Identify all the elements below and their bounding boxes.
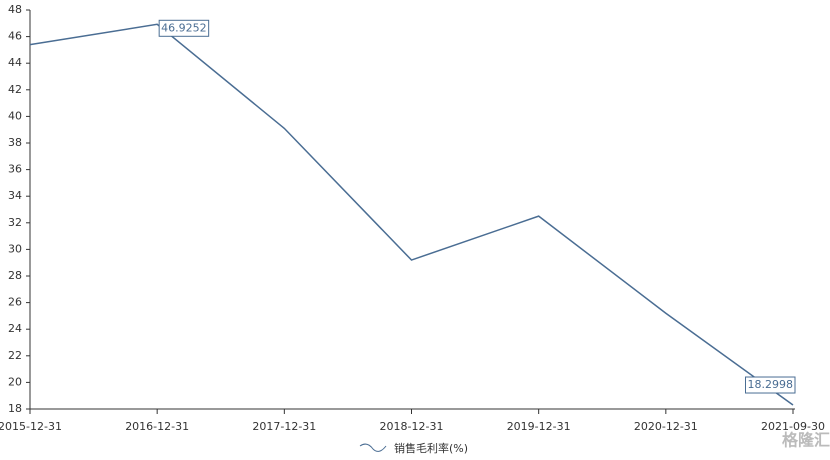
- point-label: 18.2998: [745, 376, 796, 394]
- x-tick-label: 2019-12-31: [507, 420, 571, 433]
- x-tick-label: 2018-12-31: [380, 420, 444, 433]
- x-tick-label: 2017-12-31: [252, 420, 316, 433]
- value-label-box: [745, 376, 796, 394]
- y-tick-label: 24: [8, 322, 22, 335]
- x-tick-label: 2015-12-31: [0, 420, 62, 433]
- x-tick-label: 2016-12-31: [125, 420, 189, 433]
- y-tick-label: 28: [8, 269, 22, 282]
- y-tick-label: 42: [8, 83, 22, 96]
- value-label: 46.9252: [161, 21, 207, 34]
- y-tick-label: 46: [8, 30, 22, 43]
- y-tick-label: 30: [8, 242, 22, 255]
- y-tick-label: 32: [8, 216, 22, 229]
- y-tick-label: 38: [8, 136, 22, 149]
- legend-icon: [359, 443, 387, 452]
- watermark: 格隆汇: [782, 431, 830, 450]
- y-tick-label: 18: [8, 402, 22, 415]
- y-tick-label: 20: [8, 375, 22, 388]
- line: [29, 23, 794, 406]
- legend-label: 销售毛利率(%): [394, 441, 468, 455]
- point-label: 46.9252: [158, 19, 210, 37]
- y-tick-label: 22: [8, 349, 22, 362]
- y-tick-label: 26: [8, 296, 22, 309]
- y-tick-label: 40: [8, 109, 22, 122]
- value-label: 18.2998: [748, 378, 794, 391]
- y-tick-label: 36: [8, 163, 22, 176]
- y-tick-label: 34: [8, 189, 22, 202]
- y-tick-label: 44: [8, 56, 22, 69]
- value-label-box: [158, 19, 210, 37]
- x-tick-label: 2021-09-30: [761, 420, 825, 433]
- x-tick-label: 2020-12-31: [634, 420, 698, 433]
- y-tick-label: 48: [8, 3, 22, 16]
